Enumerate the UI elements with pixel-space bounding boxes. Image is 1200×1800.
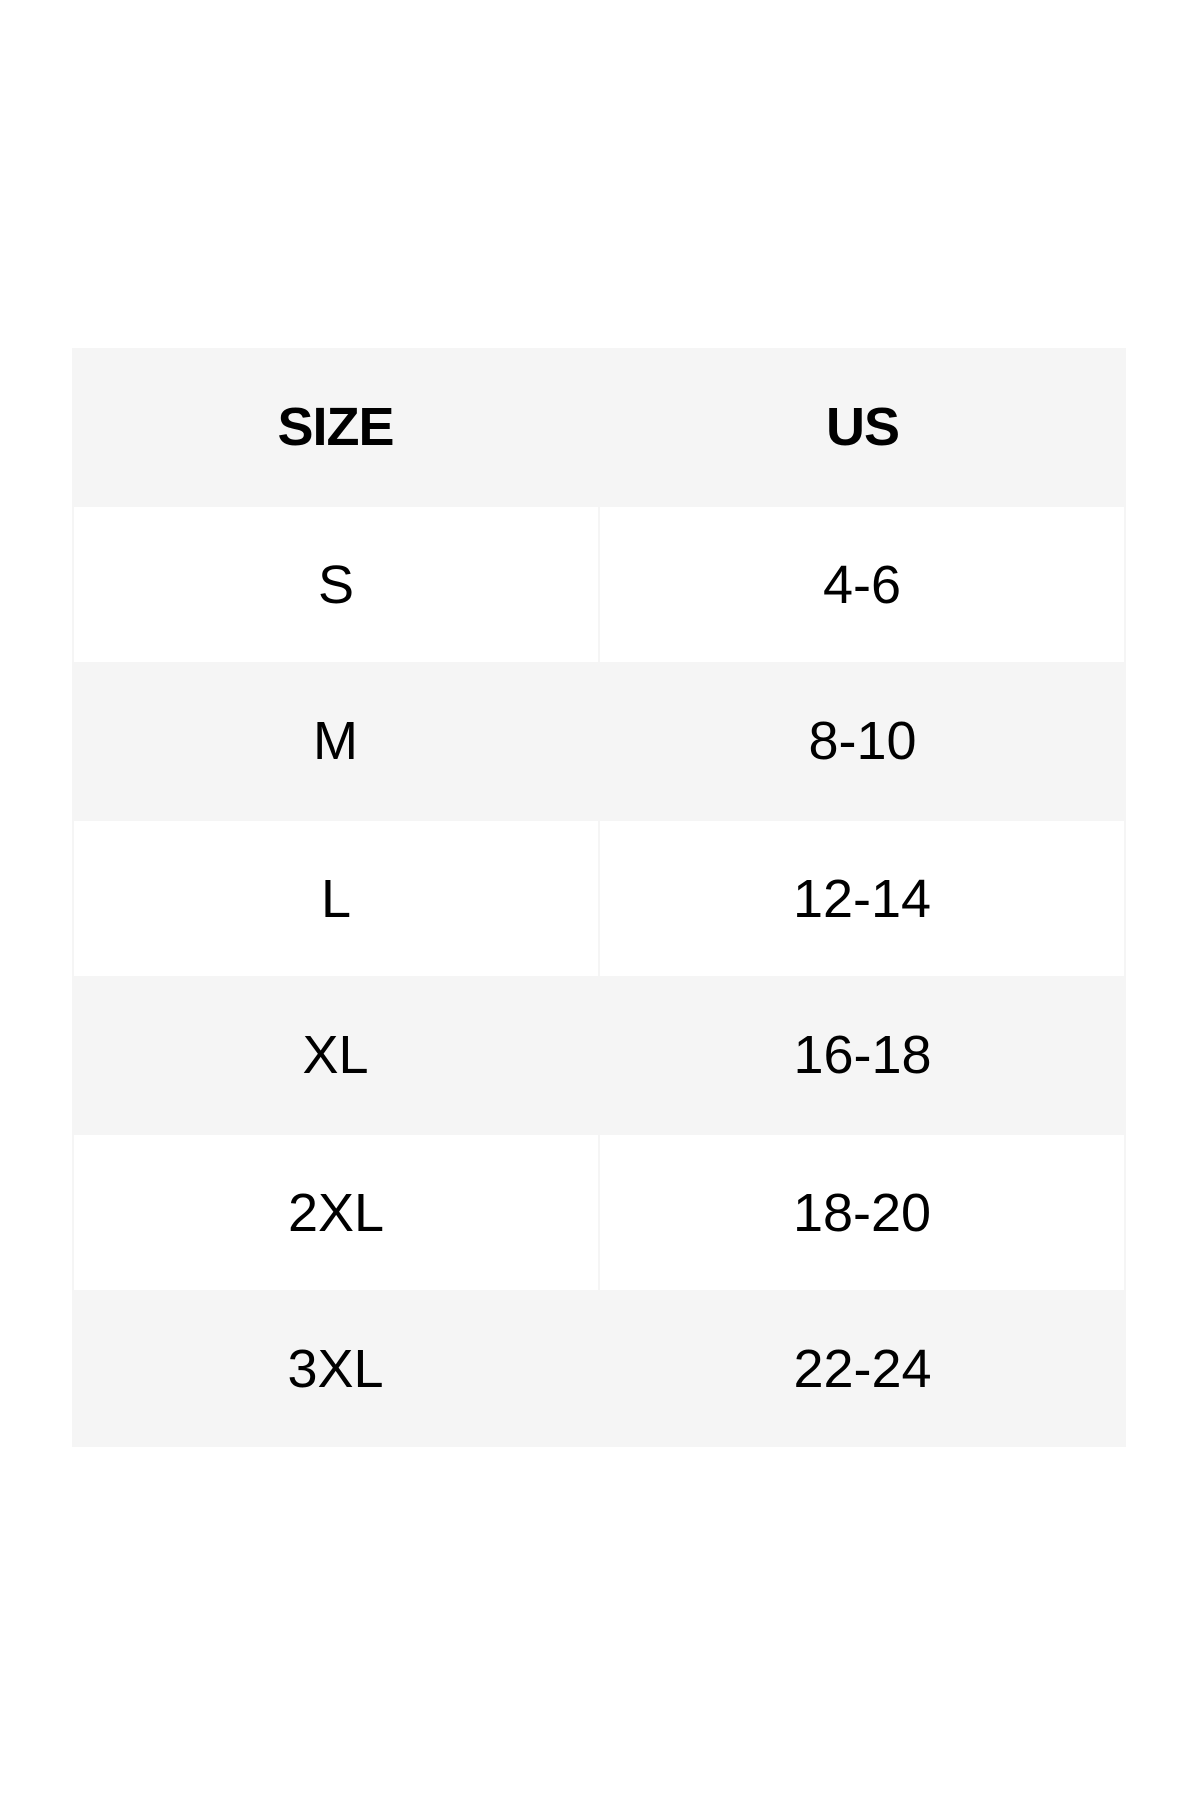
- size-cell: XL: [72, 976, 599, 1133]
- table-header-row: SIZE US: [72, 348, 1126, 505]
- table-row: XL 16-18: [72, 976, 1126, 1133]
- size-chart-table: SIZE US S 4-6 M 8-10 L 12-14 XL 16-18 2X…: [72, 348, 1126, 1447]
- us-cell: 22-24: [599, 1290, 1126, 1447]
- header-size: SIZE: [277, 396, 394, 457]
- size-cell: L: [74, 821, 598, 976]
- table-row: M 8-10: [72, 662, 1126, 819]
- table-row: 3XL 22-24: [72, 1290, 1126, 1447]
- table-row: S 4-6: [72, 505, 1126, 662]
- size-cell: M: [72, 662, 599, 819]
- table-row: 2XL 18-20: [72, 1133, 1126, 1290]
- us-cell: 16-18: [599, 976, 1126, 1133]
- size-cell: 3XL: [72, 1290, 599, 1447]
- size-cell: S: [74, 507, 598, 662]
- us-cell: 18-20: [600, 1135, 1124, 1290]
- us-cell: 8-10: [599, 662, 1126, 819]
- table-row: L 12-14: [72, 819, 1126, 976]
- us-cell: 4-6: [600, 507, 1124, 662]
- header-us: US: [825, 396, 900, 457]
- us-cell: 12-14: [600, 821, 1124, 976]
- size-cell: 2XL: [74, 1135, 598, 1290]
